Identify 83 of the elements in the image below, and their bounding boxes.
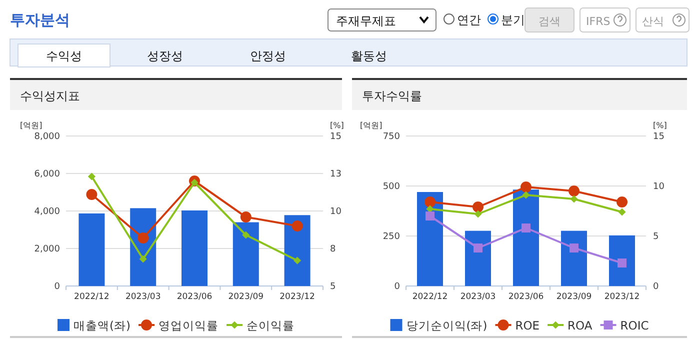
x-tick-label: 2023/06 [508,292,544,302]
point [616,196,628,208]
point [86,189,98,200]
y2-tick-label: 15 [330,132,342,142]
legend-label: 당기순이익(좌) [406,318,488,332]
bar [609,235,635,286]
bar [513,190,539,286]
y-tick-label: 4,000 [34,207,60,217]
x-tick-label: 2023/03 [460,292,496,302]
x-tick-label: 2023/09 [556,292,592,302]
point [424,196,436,208]
point [88,172,96,180]
y2-tick-label: 10 [330,207,342,217]
bar [284,215,310,286]
point [292,220,303,232]
y-axis-title: [억원] [20,121,42,130]
text: 투자분석 [10,11,70,29]
point [240,212,252,222]
y2-tick-label: 8 [330,244,336,254]
point [618,258,626,268]
text: 안정성 [250,49,286,63]
bar [232,222,259,286]
y2-axis-title: [%] [330,121,344,130]
text: 연간 [457,13,481,27]
chart-title: 수익성지표 [20,89,80,103]
legend-label: 영업이익률 [158,318,218,332]
point [139,255,147,263]
y-tick-label: 8,000 [34,132,60,142]
point [242,231,250,239]
y2-tick-label: 5 [653,232,659,242]
legend-label: 순이익률 [246,318,294,332]
x-tick-label: 2023/09 [228,292,264,302]
x-tick-label: 2023/03 [125,292,161,302]
point [568,186,580,196]
text: 분기 [501,13,525,27]
text: 검색 [538,15,560,28]
y-tick-label: 0 [54,282,60,292]
point [522,191,530,199]
y-tick-label: 250 [382,232,400,242]
point [190,178,198,186]
legend-label: ROA [568,318,592,332]
y-tick-label: 2,000 [34,244,60,254]
point [520,182,532,192]
point [472,202,484,212]
x-tick-label: 2023/06 [176,292,212,302]
x-tick-label: 2022/12 [74,292,110,302]
text: 활동성 [351,49,387,63]
point [522,224,530,232]
text: 주재무제표 [336,14,396,28]
y-tick-label: 750 [382,132,400,142]
point [138,232,149,244]
chart-title: 투자수익률 [362,89,422,103]
y2-tick-label: 0 [653,282,659,292]
point [426,212,434,220]
y-axis-title: [억원] [360,121,382,130]
y-tick-label: 500 [382,182,400,192]
point [294,256,302,264]
y-tick-label: 0 [394,282,400,292]
bar [465,230,491,286]
bar [182,210,208,286]
point [570,195,578,203]
point [474,210,482,218]
x-tick-label: 2023/12 [604,292,640,302]
y2-axis-title: [%] [653,121,667,130]
y-tick-label: 6,000 [34,170,60,180]
y2-tick-label: 5 [330,282,336,292]
bar [561,230,587,286]
y2-tick-label: 10 [653,182,665,192]
x-tick-label: 2023/12 [280,292,315,302]
x-tick-label: 2022/12 [412,292,448,302]
y2-tick-label: 15 [653,132,664,142]
point [618,208,626,216]
text: 수익성 [46,49,82,63]
legend-label: ROE [515,318,540,332]
legend-label: 매출액(좌) [74,318,130,332]
text: 성장성 [147,49,183,63]
y2-tick-label: 13 [330,170,342,180]
point [570,244,578,252]
legend-label: ROIC [620,318,649,332]
text: 산식 [642,15,664,28]
text: IFRS [586,15,610,28]
point [474,244,482,252]
bar [78,213,105,286]
